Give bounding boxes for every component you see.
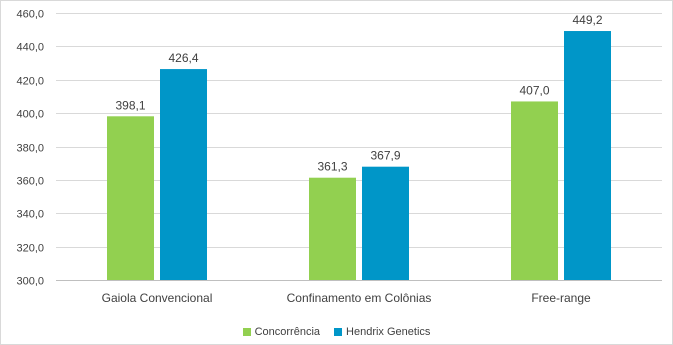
data-label: 361,3 bbox=[317, 160, 347, 174]
y-tick-label: 320,0 bbox=[16, 243, 44, 255]
data-label: 398,1 bbox=[115, 98, 145, 112]
y-tick-label: 340,0 bbox=[16, 209, 44, 221]
y-tick-label: 300,0 bbox=[16, 276, 44, 288]
x-category-label: Free-range bbox=[531, 291, 591, 305]
y-axis-ticks: 300,0 320,0 340,0 360,0 380,0 400,0 420,0 440,0… bbox=[16, 9, 44, 288]
legend-item-hendrix: Hendrix Genetics bbox=[334, 326, 430, 338]
legend-swatch-hendrix bbox=[334, 328, 343, 336]
bar bbox=[160, 69, 207, 280]
x-category-label: Confinamento em Colônias bbox=[287, 291, 432, 305]
data-label: 407,0 bbox=[519, 83, 549, 97]
x-category-label: Gaiola Convencional bbox=[102, 291, 213, 305]
bars bbox=[107, 31, 611, 281]
bar bbox=[107, 116, 154, 280]
legend-label-hendrix: Hendrix Genetics bbox=[346, 326, 431, 338]
legend: Concorrência Hendrix Genetics bbox=[1, 326, 672, 338]
bar bbox=[511, 101, 558, 280]
bar-chart: 300,0 320,0 340,0 360,0 380,0 400,0 420,0 440,0… bbox=[16, 9, 662, 305]
data-label: 367,9 bbox=[370, 149, 400, 163]
bar bbox=[564, 31, 611, 281]
y-tick-label: 380,0 bbox=[16, 143, 44, 155]
y-tick-label: 360,0 bbox=[16, 176, 44, 188]
data-label: 426,4 bbox=[168, 51, 198, 65]
bar bbox=[309, 177, 356, 280]
y-tick-label: 460,0 bbox=[16, 9, 44, 21]
data-labels: 398,1 426,4 361,3 367,9 407,0 449,2 bbox=[115, 13, 602, 174]
y-tick-label: 420,0 bbox=[16, 76, 44, 88]
y-tick-label: 440,0 bbox=[16, 42, 44, 54]
y-tick-label: 400,0 bbox=[16, 109, 44, 121]
bar bbox=[362, 166, 409, 280]
gridlines bbox=[56, 13, 662, 281]
legend-label-concorrencia: Concorrência bbox=[254, 326, 321, 338]
legend-swatch-concorrencia bbox=[242, 328, 251, 336]
data-label: 449,2 bbox=[572, 13, 602, 27]
legend-item-concorrencia: Concorrência bbox=[242, 326, 321, 338]
x-axis-labels: Gaiola Convencional Confinamento em Colôn… bbox=[102, 291, 591, 305]
